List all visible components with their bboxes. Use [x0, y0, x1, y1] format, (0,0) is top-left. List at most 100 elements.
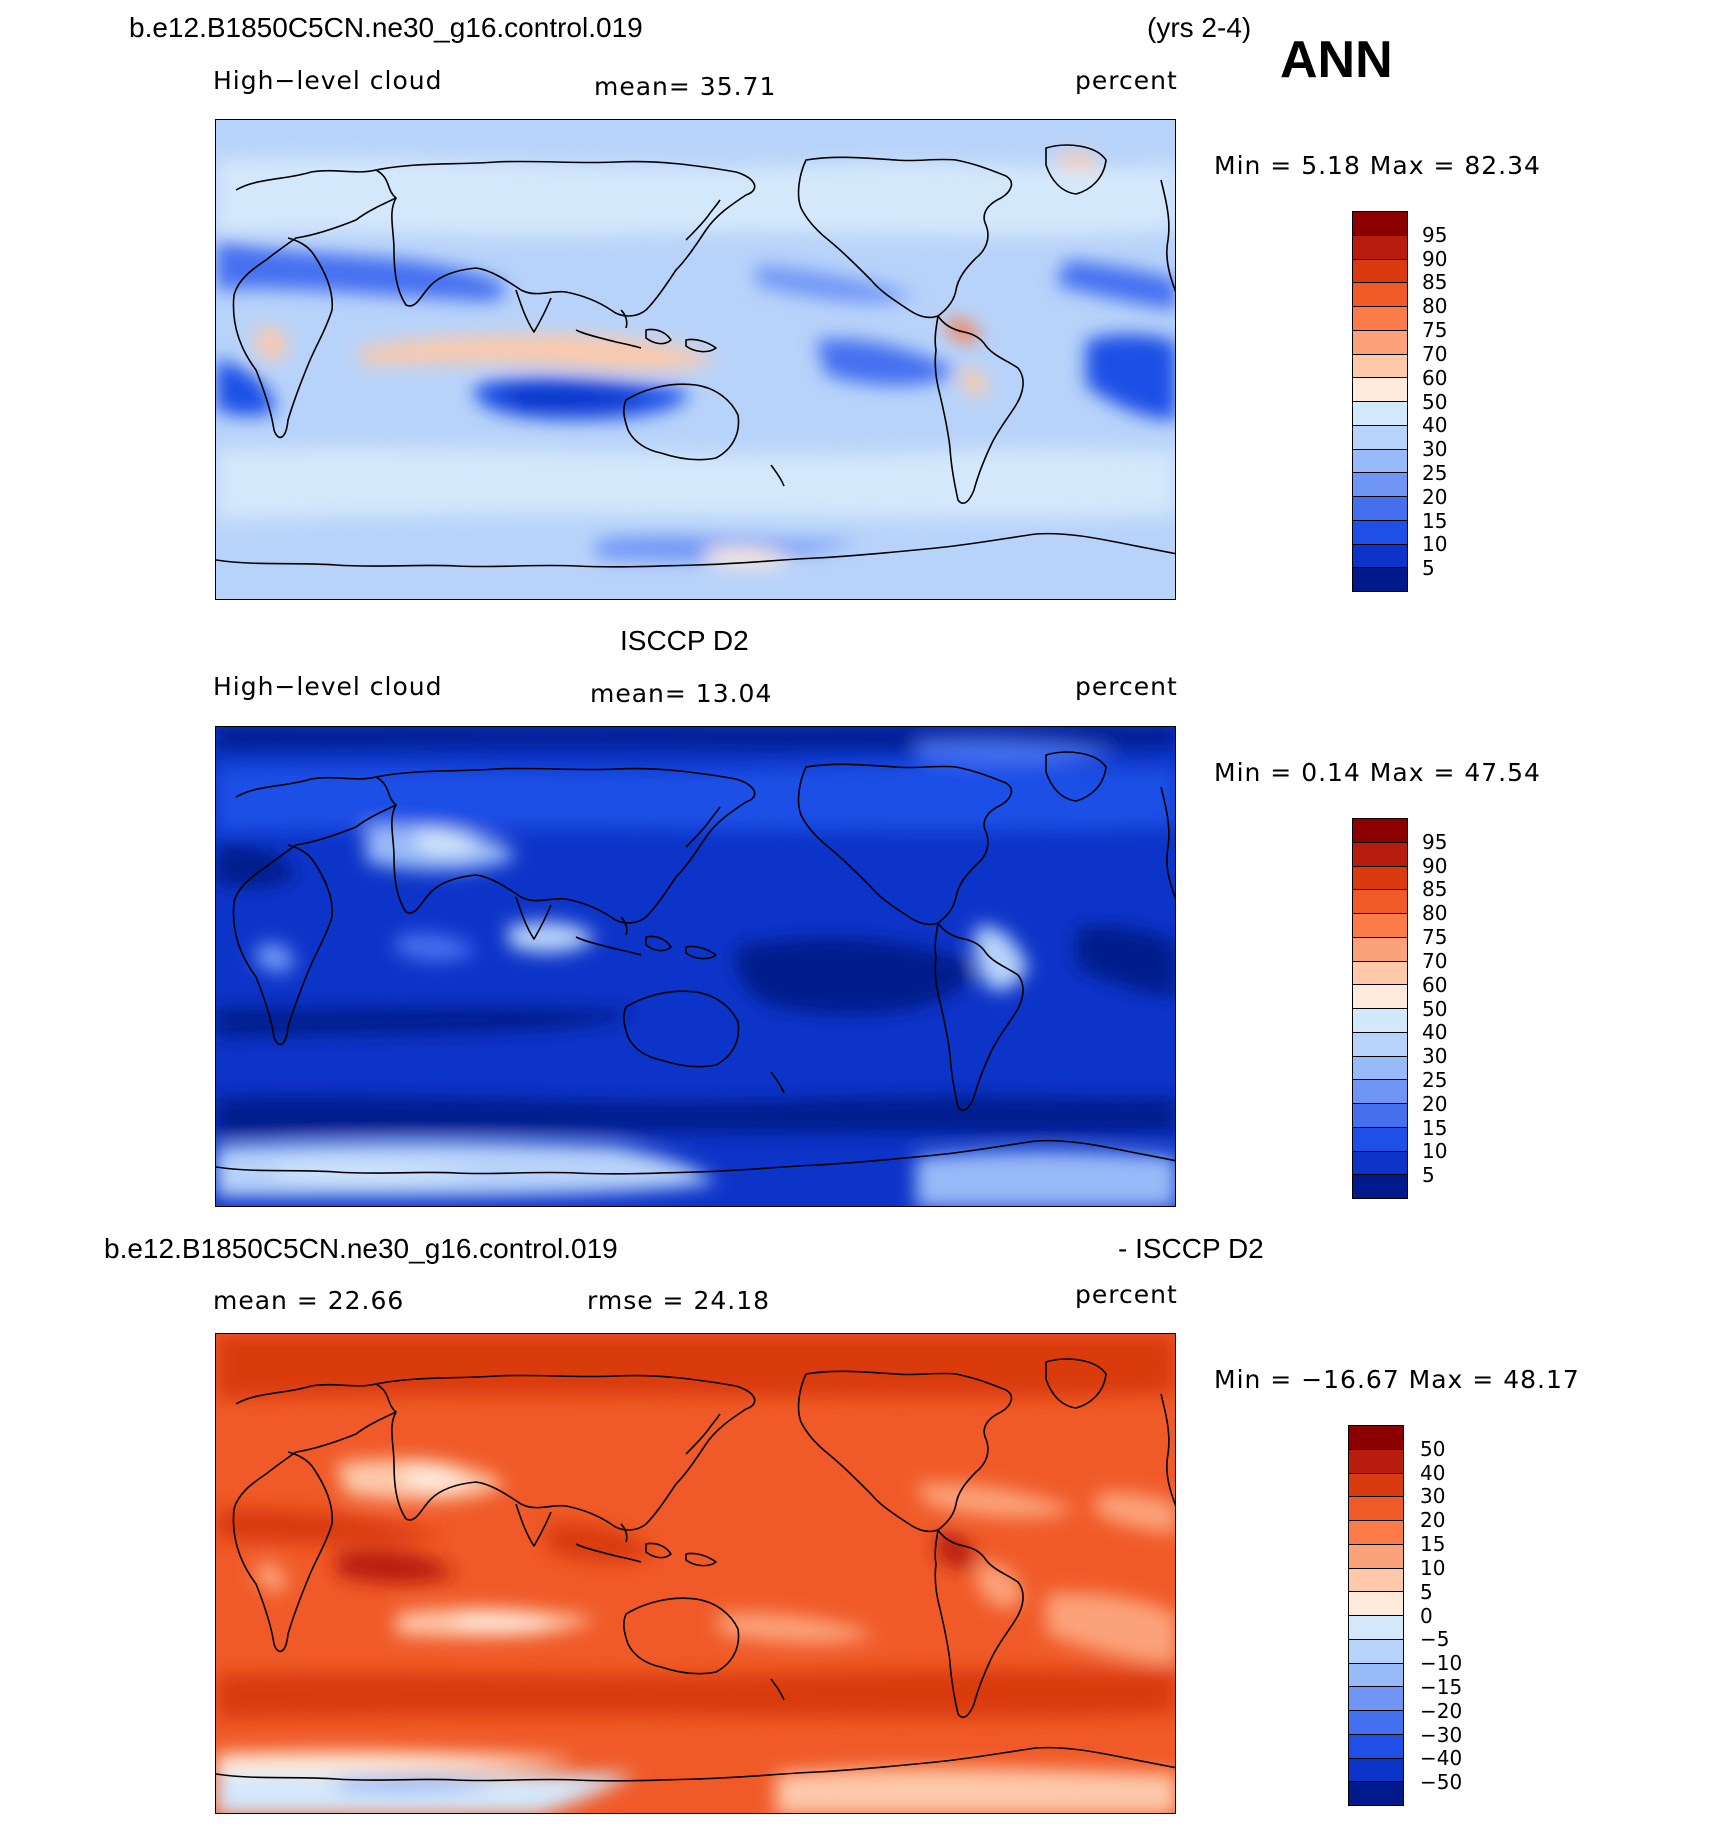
colorbar-swatch — [1353, 1104, 1407, 1128]
colorbar-swatch — [1349, 1568, 1403, 1593]
colorbar-swatch — [1353, 212, 1407, 236]
colorbar-tick-label: −5 — [1420, 1627, 1450, 1652]
panel3-mean: mean = 22.66 — [213, 1286, 405, 1315]
season-label: ANN — [1280, 31, 1393, 89]
panel3-title-right: - ISCCP D2 — [1118, 1233, 1264, 1264]
colorbar-tick-label: 10 — [1422, 532, 1448, 557]
colorbar-tick-label: 85 — [1422, 270, 1448, 295]
colorbar-swatch — [1349, 1758, 1403, 1783]
panel3-units: percent — [1075, 1280, 1178, 1309]
colorbar-tick-label: 20 — [1420, 1508, 1446, 1533]
panel2-variable: High−level cloud — [213, 672, 443, 701]
colorbar-tick-label: −15 — [1420, 1674, 1463, 1699]
colorbar-swatch — [1349, 1639, 1403, 1664]
colorbar-tick-label: 30 — [1420, 1484, 1446, 1509]
colorbar-tick-label: 10 — [1422, 1139, 1448, 1164]
panel1-variable: High−level cloud — [213, 66, 443, 95]
colorbar-swatch — [1353, 890, 1407, 914]
colorbar-swatch — [1353, 1080, 1407, 1104]
panel2-colorbar — [1352, 818, 1408, 1199]
colorbar-tick-label: 85 — [1422, 877, 1448, 902]
panel2-units: percent — [1075, 672, 1178, 701]
colorbar-tick-label: −40 — [1420, 1746, 1463, 1771]
colorbar-swatch — [1353, 402, 1407, 426]
colorbar-swatch — [1353, 866, 1407, 891]
colorbar-swatch — [1353, 235, 1407, 260]
colorbar-swatch — [1349, 1782, 1403, 1805]
colorbar-tick-label: 40 — [1420, 1460, 1446, 1485]
colorbar-swatch — [1353, 425, 1407, 450]
colorbar-swatch — [1353, 1056, 1407, 1081]
colorbar-tick-label: 25 — [1422, 460, 1448, 485]
colorbar-swatch — [1353, 1175, 1407, 1198]
colorbar-swatch — [1353, 449, 1407, 474]
panel2-title: ISCCP D2 — [620, 625, 749, 656]
colorbar-tick-label: −50 — [1420, 1770, 1463, 1795]
colorbar-tick-label: 80 — [1422, 294, 1448, 319]
colorbar-tick-label: 5 — [1422, 1163, 1435, 1188]
colorbar-swatch — [1353, 354, 1407, 379]
panel3-map — [215, 1333, 1176, 1814]
colorbar-swatch — [1353, 819, 1407, 843]
panel2-mean: mean= 13.04 — [590, 679, 773, 708]
colorbar-swatch — [1349, 1426, 1403, 1450]
colorbar-tick-label: 60 — [1422, 365, 1448, 390]
colorbar-swatch — [1353, 985, 1407, 1009]
colorbar-tick-label: 15 — [1422, 508, 1448, 533]
panel3-rmse: rmse = 24.18 — [587, 1286, 771, 1315]
colorbar-tick-label: 10 — [1420, 1555, 1446, 1580]
colorbar-tick-label: 90 — [1422, 853, 1448, 878]
colorbar-tick-label: 20 — [1422, 1091, 1448, 1116]
colorbar-swatch — [1353, 568, 1407, 591]
colorbar-tick-label: 70 — [1422, 341, 1448, 366]
colorbar-tick-label: 90 — [1422, 246, 1448, 271]
colorbar-swatch — [1353, 1032, 1407, 1057]
colorbar-tick-label: 50 — [1422, 389, 1448, 414]
panel3-colorbar — [1348, 1425, 1404, 1806]
colorbar-swatch — [1353, 937, 1407, 962]
colorbar-tick-label: 40 — [1422, 413, 1448, 438]
colorbar-swatch — [1353, 961, 1407, 986]
colorbar-swatch — [1353, 1009, 1407, 1033]
panel1-colorbar — [1352, 211, 1408, 592]
panel2-minmax: Min = 0.14 Max = 47.54 — [1214, 758, 1541, 787]
panel1-units: percent — [1075, 66, 1178, 95]
colorbar-swatch — [1353, 283, 1407, 307]
colorbar-swatch — [1349, 1544, 1403, 1569]
colorbar-tick-label: 95 — [1422, 222, 1448, 247]
colorbar-swatch — [1353, 497, 1407, 521]
colorbar-tick-label: 60 — [1422, 972, 1448, 997]
colorbar-tick-label: 5 — [1422, 556, 1435, 581]
colorbar-swatch — [1353, 842, 1407, 867]
panel1-mean: mean= 35.71 — [594, 72, 777, 101]
colorbar-tick-label: 15 — [1420, 1532, 1446, 1557]
colorbar-tick-label: 40 — [1422, 1020, 1448, 1045]
colorbar-swatch — [1349, 1687, 1403, 1711]
colorbar-tick-label: −10 — [1420, 1651, 1463, 1676]
colorbar-tick-label: −20 — [1420, 1698, 1463, 1723]
colorbar-swatch — [1349, 1592, 1403, 1616]
colorbar-swatch — [1353, 307, 1407, 331]
colorbar-swatch — [1353, 1127, 1407, 1152]
colorbar-tick-label: 50 — [1422, 996, 1448, 1021]
panel3-title-left: b.e12.B1850C5CN.ne30_g16.control.019 — [104, 1233, 618, 1264]
colorbar-swatch — [1353, 914, 1407, 938]
panel1-minmax: Min = 5.18 Max = 82.34 — [1214, 151, 1541, 180]
colorbar-tick-label: 75 — [1422, 318, 1448, 343]
colorbar-swatch — [1353, 330, 1407, 355]
colorbar-tick-label: 0 — [1420, 1603, 1433, 1628]
colorbar-swatch — [1353, 378, 1407, 402]
colorbar-tick-label: 25 — [1422, 1067, 1448, 1092]
colorbar-swatch — [1353, 520, 1407, 545]
colorbar-swatch — [1349, 1734, 1403, 1759]
panel1-map — [215, 119, 1176, 600]
colorbar-tick-label: 5 — [1420, 1579, 1433, 1604]
colorbar-swatch — [1349, 1616, 1403, 1640]
colorbar-tick-label: 80 — [1422, 901, 1448, 926]
colorbar-tick-label: 75 — [1422, 925, 1448, 950]
colorbar-swatch — [1349, 1497, 1403, 1521]
panel3-minmax: Min = −16.67 Max = 48.17 — [1214, 1365, 1580, 1394]
colorbar-tick-label: 30 — [1422, 1044, 1448, 1069]
colorbar-tick-label: 95 — [1422, 829, 1448, 854]
colorbar-tick-label: 30 — [1422, 437, 1448, 462]
